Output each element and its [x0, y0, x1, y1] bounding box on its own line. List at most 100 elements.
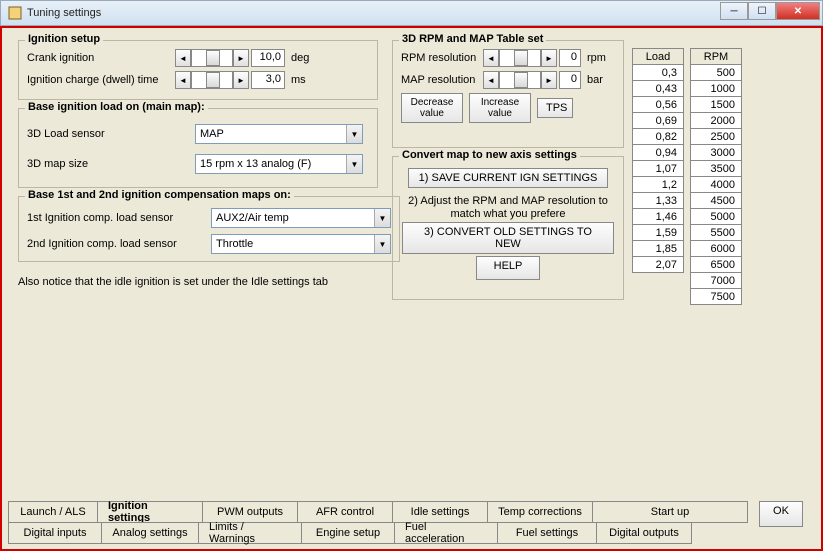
- table-cell[interactable]: 500: [691, 65, 742, 81]
- convert-legend: Convert map to new axis settings: [399, 149, 580, 161]
- table-cell[interactable]: 0,69: [633, 113, 684, 129]
- table-header: Load: [633, 49, 684, 65]
- map-res-increment-button[interactable]: ►: [541, 71, 557, 89]
- ok-button[interactable]: OK: [759, 501, 803, 527]
- rpm-res-value[interactable]: 0: [559, 49, 581, 67]
- crank-ignition-label: Crank ignition: [27, 52, 175, 64]
- table-cell[interactable]: 0,94: [633, 145, 684, 161]
- titlebar: Tuning settings ─ ☐ ✕: [0, 0, 823, 26]
- dwell-label: Ignition charge (dwell) time: [27, 74, 175, 86]
- table-cell[interactable]: 6000: [691, 241, 742, 257]
- table-cell[interactable]: 5500: [691, 225, 742, 241]
- ignition-setup-group: Ignition setup Crank ignition ◄ ► 10,0 d…: [18, 40, 378, 100]
- tps-button[interactable]: TPS: [537, 98, 573, 118]
- table-cell[interactable]: 0,3: [633, 65, 684, 81]
- tab-analog-settings[interactable]: Analog settings: [101, 522, 199, 544]
- table-cell[interactable]: 4500: [691, 193, 742, 209]
- table-cell[interactable]: 7000: [691, 273, 742, 289]
- table-cell[interactable]: 3500: [691, 161, 742, 177]
- tab-limits-warnings[interactable]: Limits / Warnings: [198, 522, 302, 544]
- map-res-decrement-button[interactable]: ◄: [483, 71, 499, 89]
- map-size-combo[interactable]: 15 rpm x 13 analog (F) ▼: [195, 154, 363, 174]
- tab-strip: Launch / ALSIgnition settingsPWM outputs…: [8, 501, 815, 543]
- crank-decrement-button[interactable]: ◄: [175, 49, 191, 67]
- table-cell[interactable]: 0,43: [633, 81, 684, 97]
- base-load-group: Base ignition load on (main map): 3D Loa…: [18, 108, 378, 188]
- tab-start-up[interactable]: Start up: [592, 501, 748, 523]
- load-sensor-label: 3D Load sensor: [27, 128, 195, 140]
- rpm-res-increment-button[interactable]: ►: [541, 49, 557, 67]
- load-sensor-combo[interactable]: MAP ▼: [195, 124, 363, 144]
- window-title: Tuning settings: [27, 7, 101, 19]
- second-comp-combo[interactable]: Throttle ▼: [211, 234, 391, 254]
- table-cell[interactable]: 2000: [691, 113, 742, 129]
- map-res-value[interactable]: 0: [559, 71, 581, 89]
- map-res-label: MAP resolution: [401, 74, 483, 86]
- rpm-map-group: 3D RPM and MAP Table set RPM resolution …: [392, 40, 624, 148]
- crank-unit-label: deg: [291, 52, 319, 64]
- convert-step2-text: 2) Adjust the RPM and MAP resolution to …: [405, 195, 611, 221]
- tab-fuel-acceleration[interactable]: Fuel acceleration: [394, 522, 498, 544]
- comp-maps-legend: Base 1st and 2nd ignition compensation m…: [25, 189, 294, 201]
- table-cell[interactable]: 0,56: [633, 97, 684, 113]
- table-cell[interactable]: 1,46: [633, 209, 684, 225]
- table-cell[interactable]: 0,82: [633, 129, 684, 145]
- dropdown-icon: ▼: [346, 125, 362, 143]
- table-cell[interactable]: 2500: [691, 129, 742, 145]
- second-comp-label: 2nd Ignition comp. load sensor: [27, 238, 211, 250]
- minimize-button[interactable]: ─: [720, 2, 748, 20]
- table-cell[interactable]: 1,85: [633, 241, 684, 257]
- table-cell[interactable]: 1500: [691, 97, 742, 113]
- maximize-button[interactable]: ☐: [748, 2, 776, 20]
- table-cell[interactable]: 6500: [691, 257, 742, 273]
- dwell-value-input[interactable]: 3,0: [251, 71, 285, 89]
- crank-value-input[interactable]: 10,0: [251, 49, 285, 67]
- table-cell[interactable]: 1,2: [633, 177, 684, 193]
- tab-digital-inputs[interactable]: Digital inputs: [8, 522, 102, 544]
- tab-engine-setup[interactable]: Engine setup: [301, 522, 395, 544]
- table-cell[interactable]: 1,59: [633, 225, 684, 241]
- rpm-table: RPM5001000150020002500300035004000450050…: [690, 48, 742, 305]
- dwell-unit-label: ms: [291, 74, 319, 86]
- map-unit-label: bar: [587, 74, 615, 86]
- map-size-label: 3D map size: [27, 158, 195, 170]
- tab-digital-outputs[interactable]: Digital outputs: [596, 522, 692, 544]
- convert-settings-button[interactable]: 3) CONVERT OLD SETTINGS TO NEW: [402, 222, 614, 254]
- rpm-res-slider[interactable]: [499, 49, 541, 67]
- tab-temp-corrections[interactable]: Temp corrections: [487, 501, 593, 523]
- table-cell[interactable]: 1,33: [633, 193, 684, 209]
- help-button[interactable]: HELP: [476, 256, 540, 280]
- table-cell[interactable]: 3000: [691, 145, 742, 161]
- crank-increment-button[interactable]: ►: [233, 49, 249, 67]
- first-comp-label: 1st Ignition comp. load sensor: [27, 212, 211, 224]
- rpm-map-legend: 3D RPM and MAP Table set: [399, 33, 546, 45]
- tab-fuel-settings[interactable]: Fuel settings: [497, 522, 597, 544]
- table-cell[interactable]: 1,07: [633, 161, 684, 177]
- comp-maps-group: Base 1st and 2nd ignition compensation m…: [18, 196, 400, 262]
- tab-ignition-settings[interactable]: Ignition settings: [97, 501, 203, 523]
- decrease-value-button[interactable]: Decrease value: [401, 93, 463, 123]
- dropdown-icon: ▼: [346, 155, 362, 173]
- dwell-decrement-button[interactable]: ◄: [175, 71, 191, 89]
- table-cell[interactable]: 1000: [691, 81, 742, 97]
- table-cell[interactable]: 4000: [691, 177, 742, 193]
- crank-slider[interactable]: [191, 49, 233, 67]
- tab-launch-als[interactable]: Launch / ALS: [8, 501, 98, 523]
- tab-afr-control[interactable]: AFR control: [297, 501, 393, 523]
- tab-idle-settings[interactable]: Idle settings: [392, 501, 488, 523]
- first-comp-combo[interactable]: AUX2/Air temp ▼: [211, 208, 391, 228]
- table-cell[interactable]: 2,07: [633, 257, 684, 273]
- close-button[interactable]: ✕: [776, 2, 820, 20]
- save-settings-button[interactable]: 1) SAVE CURRENT IGN SETTINGS: [408, 168, 608, 188]
- idle-note: Also notice that the idle ignition is se…: [18, 276, 328, 288]
- table-cell[interactable]: 5000: [691, 209, 742, 225]
- table-cell[interactable]: 7500: [691, 289, 742, 305]
- dropdown-icon: ▼: [374, 209, 390, 227]
- dwell-slider[interactable]: [191, 71, 233, 89]
- rpm-res-decrement-button[interactable]: ◄: [483, 49, 499, 67]
- dwell-increment-button[interactable]: ►: [233, 71, 249, 89]
- map-res-slider[interactable]: [499, 71, 541, 89]
- tab-pwm-outputs[interactable]: PWM outputs: [202, 501, 298, 523]
- increase-value-button[interactable]: Increase value: [469, 93, 531, 123]
- app-icon: [7, 5, 23, 21]
